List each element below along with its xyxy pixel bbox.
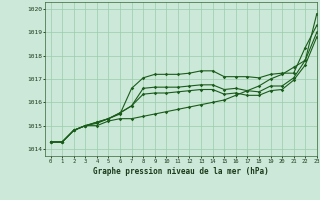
X-axis label: Graphe pression niveau de la mer (hPa): Graphe pression niveau de la mer (hPa) [93,167,269,176]
